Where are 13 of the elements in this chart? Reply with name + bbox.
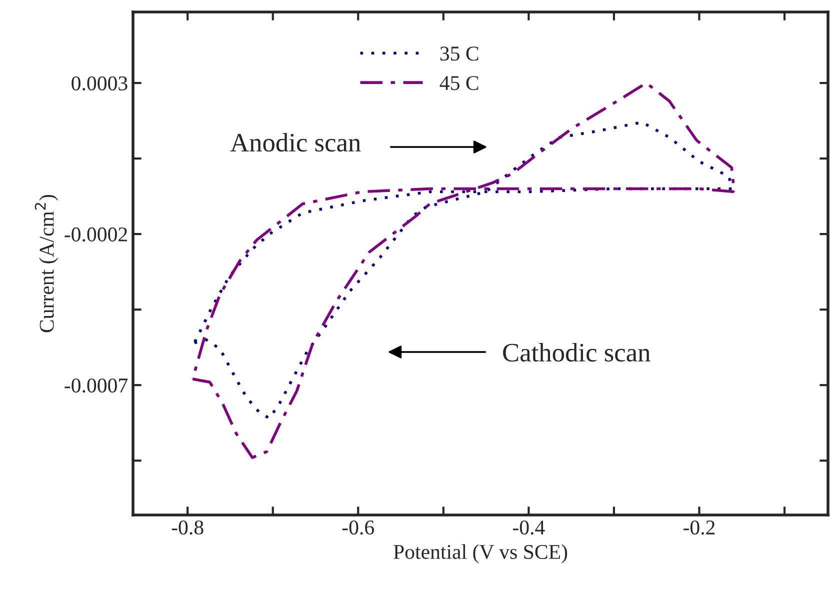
legend-label: 45 C <box>440 76 478 90</box>
annotation: Cathodic scan <box>503 343 650 362</box>
legend-label: 35 C <box>440 46 478 61</box>
x-axis-title: Potential (V vs SCE) <box>394 544 568 564</box>
x-tick-label: -0.6 <box>342 520 374 535</box>
annotation: Anodic scan <box>230 133 361 152</box>
y-tick-label: -0.0007 <box>64 378 128 393</box>
y-tick-label: 0.0003 <box>72 76 128 91</box>
y-tick-label: -0.0002 <box>64 227 127 242</box>
y-axis-title: Current (A/cm$^{2}$) <box>34 194 58 332</box>
x-tick-label: -0.4 <box>512 520 545 535</box>
x-tick-label: -0.2 <box>684 520 715 535</box>
x-tick-label: -0.8 <box>172 520 204 535</box>
